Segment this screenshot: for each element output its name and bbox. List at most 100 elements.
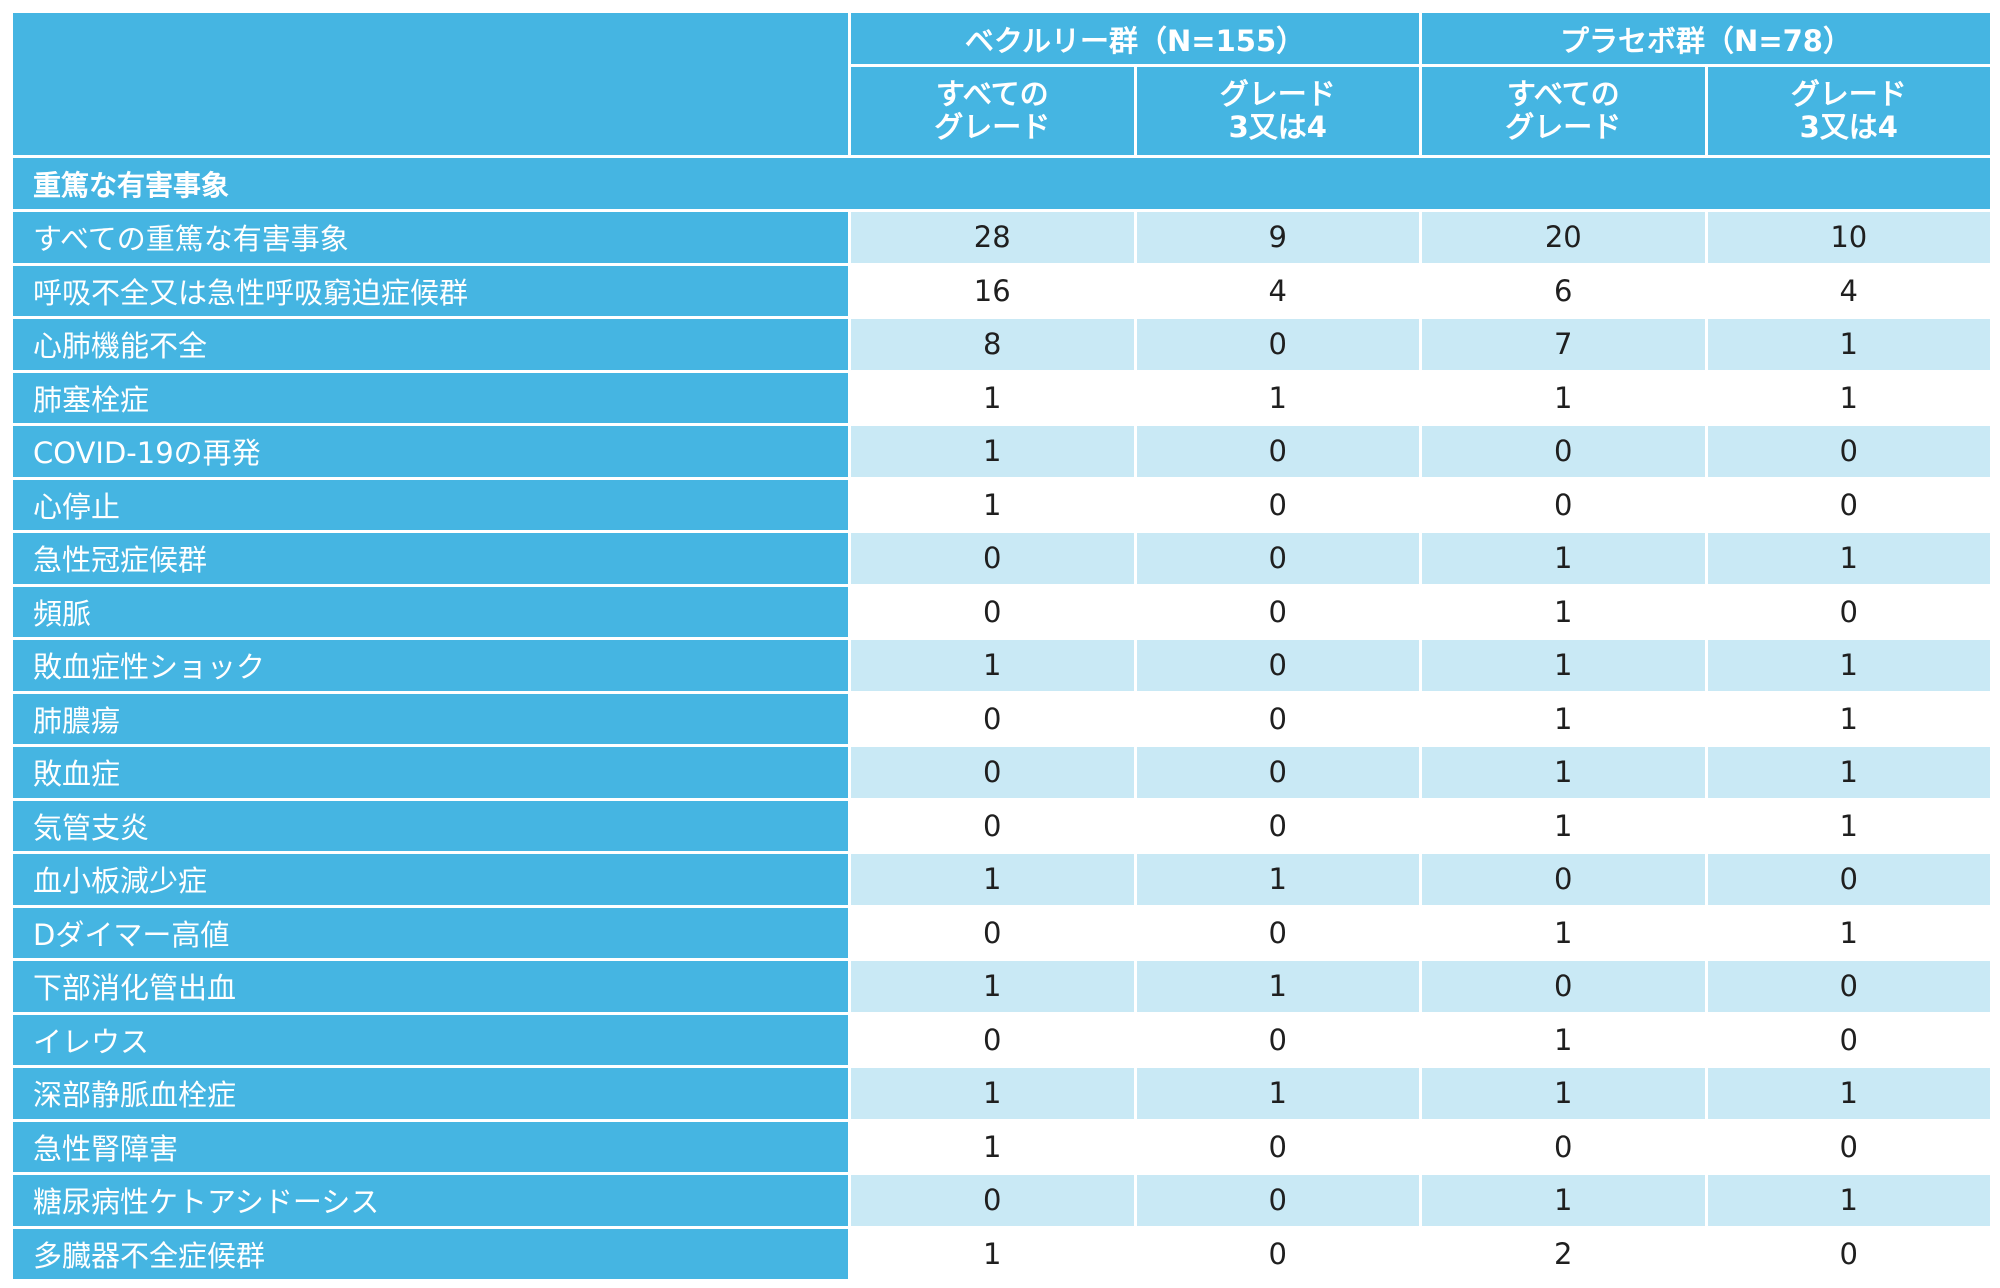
value-cell: 0 bbox=[1133, 316, 1423, 373]
value-cell: 1 bbox=[1419, 369, 1708, 426]
section-title: 重篤な有害事象 bbox=[9, 155, 1994, 212]
value-cell: 20 bbox=[1419, 209, 1708, 266]
table-row: 気管支炎 0 0 1 1 bbox=[10, 797, 1994, 854]
value-cell: 1 bbox=[1704, 530, 1994, 587]
subheader-line2: 3又は4 bbox=[1799, 110, 1898, 144]
row-label: 肺膿瘍 bbox=[10, 690, 851, 747]
subheader-line1: すべての bbox=[1506, 77, 1620, 111]
value-cell: 0 bbox=[1704, 583, 1994, 640]
value-cell: 1 bbox=[1704, 904, 1994, 961]
row-label: イレウス bbox=[10, 1011, 851, 1068]
row-label: 深部静脈血栓症 bbox=[10, 1065, 851, 1122]
value-cell: 0 bbox=[1419, 958, 1708, 1015]
row-label: 頻脈 bbox=[10, 583, 851, 640]
value-cell: 1 bbox=[1133, 369, 1423, 426]
value-cell: 0 bbox=[1133, 1118, 1423, 1175]
value-cell: 1 bbox=[1133, 958, 1423, 1015]
table-row: すべての重篤な有害事象 28 9 20 10 bbox=[10, 209, 1994, 266]
table-row: 心肺機能不全 8 0 7 1 bbox=[10, 316, 1994, 373]
group-header-placebo: プラセボ群（N=78） bbox=[1419, 10, 1994, 67]
row-label: 敗血症 bbox=[10, 744, 851, 801]
table-row: 多臓器不全症候群 1 0 2 0 bbox=[10, 1225, 1994, 1282]
row-label: 急性腎障害 bbox=[10, 1118, 851, 1175]
table-body: 重篤な有害事象 すべての重篤な有害事象 28 9 20 10 呼吸不全又は急性呼吸窮迫症候… bbox=[9, 155, 1994, 1282]
value-cell: 0 bbox=[848, 530, 1137, 587]
value-cell: 1 bbox=[1419, 1065, 1708, 1122]
value-cell: 0 bbox=[1133, 637, 1423, 694]
value-cell: 6 bbox=[1419, 262, 1708, 319]
value-cell: 7 bbox=[1419, 316, 1708, 373]
value-cell: 1 bbox=[1133, 1065, 1423, 1122]
value-cell: 10 bbox=[1704, 209, 1994, 266]
value-cell: 0 bbox=[1133, 583, 1423, 640]
value-cell: 0 bbox=[848, 904, 1137, 961]
value-cell: 2 bbox=[1419, 1225, 1708, 1282]
table-row: 糖尿病性ケトアシドーシス 0 0 1 1 bbox=[10, 1172, 1994, 1229]
value-cell: 0 bbox=[848, 797, 1137, 854]
table-row: 深部静脈血栓症 1 1 1 1 bbox=[10, 1065, 1994, 1122]
row-label: 心肺機能不全 bbox=[10, 316, 851, 373]
value-cell: 1 bbox=[848, 1225, 1137, 1282]
value-cell: 16 bbox=[848, 262, 1137, 319]
value-cell: 0 bbox=[1133, 1172, 1423, 1229]
value-cell: 1 bbox=[1704, 1172, 1994, 1229]
table-row: 下部消化管出血 1 1 0 0 bbox=[10, 958, 1994, 1015]
value-cell: 1 bbox=[1704, 797, 1994, 854]
value-cell: 0 bbox=[1133, 1011, 1423, 1068]
subheader-line1: すべての bbox=[935, 77, 1049, 111]
row-label: 糖尿病性ケトアシドーシス bbox=[10, 1172, 851, 1229]
table-row: 肺塞栓症 1 1 1 1 bbox=[10, 369, 1994, 426]
value-cell: 1 bbox=[1704, 316, 1994, 373]
row-label: 下部消化管出血 bbox=[10, 958, 851, 1015]
row-label: 呼吸不全又は急性呼吸窮迫症候群 bbox=[10, 262, 851, 319]
value-cell: 1 bbox=[1419, 583, 1708, 640]
value-cell: 0 bbox=[1704, 1011, 1994, 1068]
value-cell: 1 bbox=[848, 369, 1137, 426]
value-cell: 0 bbox=[1704, 958, 1994, 1015]
value-cell: 0 bbox=[1419, 423, 1708, 480]
value-cell: 0 bbox=[1419, 851, 1708, 908]
table-row: 敗血症 0 0 1 1 bbox=[10, 744, 1994, 801]
value-cell: 1 bbox=[848, 958, 1137, 1015]
value-cell: 1 bbox=[1419, 1011, 1708, 1068]
value-cell: 0 bbox=[848, 583, 1137, 640]
table-row: 急性冠症候群 0 0 1 1 bbox=[10, 530, 1994, 587]
table-row: 急性腎障害 1 0 0 0 bbox=[10, 1118, 1994, 1175]
value-cell: 1 bbox=[1704, 369, 1994, 426]
row-label: すべての重篤な有害事象 bbox=[10, 209, 851, 266]
value-cell: 1 bbox=[1419, 690, 1708, 747]
subheader-line2: 3又は4 bbox=[1228, 110, 1327, 144]
value-cell: 1 bbox=[1133, 851, 1423, 908]
value-cell: 1 bbox=[1704, 690, 1994, 747]
value-cell: 0 bbox=[1133, 690, 1423, 747]
value-cell: 0 bbox=[1704, 423, 1994, 480]
row-label: 肺塞栓症 bbox=[10, 369, 851, 426]
row-label: 敗血症性ショック bbox=[10, 637, 851, 694]
value-cell: 0 bbox=[1133, 476, 1423, 533]
value-cell: 0 bbox=[1133, 797, 1423, 854]
subheader-line1: グレード bbox=[1790, 77, 1907, 111]
subheader-veklury-grade-3-4: グレード 3又は4 bbox=[1133, 64, 1423, 158]
value-cell: 1 bbox=[848, 423, 1137, 480]
subheader-placebo-grade-3-4: グレード 3又は4 bbox=[1704, 64, 1994, 158]
value-cell: 1 bbox=[1704, 744, 1994, 801]
table-row: 血小板減少症 1 1 0 0 bbox=[10, 851, 1994, 908]
value-cell: 8 bbox=[848, 316, 1137, 373]
subheader-line1: グレード bbox=[1219, 77, 1336, 111]
table-row: 肺膿瘍 0 0 1 1 bbox=[10, 690, 1994, 747]
value-cell: 1 bbox=[1419, 530, 1708, 587]
group-header-veklury: ベクルリー群（N=155） bbox=[847, 10, 1423, 67]
value-cell: 1 bbox=[848, 637, 1137, 694]
row-label: 血小板減少症 bbox=[10, 851, 851, 908]
value-cell: 0 bbox=[1133, 423, 1423, 480]
table-row: Dダイマー高値 0 0 1 1 bbox=[10, 904, 1994, 961]
value-cell: 0 bbox=[1133, 744, 1423, 801]
value-cell: 1 bbox=[848, 851, 1137, 908]
value-cell: 0 bbox=[1704, 1225, 1994, 1282]
table-row: 心停止 1 0 0 0 bbox=[10, 476, 1994, 533]
value-cell: 1 bbox=[1419, 1172, 1708, 1229]
row-label: 急性冠症候群 bbox=[10, 530, 851, 587]
value-cell: 4 bbox=[1704, 262, 1994, 319]
row-label: 心停止 bbox=[10, 476, 851, 533]
subheader-veklury-all-grades: すべての グレード bbox=[848, 64, 1137, 158]
